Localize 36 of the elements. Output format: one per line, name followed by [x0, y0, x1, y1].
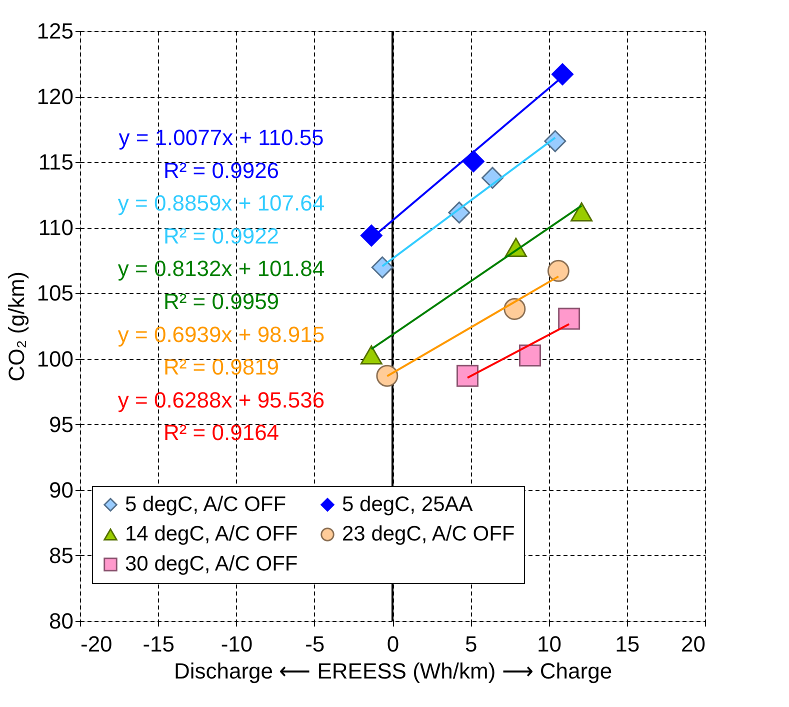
annotation: R² = 0.9926 — [163, 158, 280, 183]
x-tick-label: 10 — [537, 632, 562, 656]
y-tick-label: 80 — [49, 608, 74, 634]
annotation: y = 0.8859x + 107.64 — [118, 190, 325, 216]
x-tick-label: 0 — [386, 632, 400, 656]
x-tick-label: -20 — [80, 632, 112, 656]
annotation: R² = 0.9819 — [163, 354, 280, 380]
y-tick-label: 105 — [36, 280, 74, 306]
y-tick-label: 100 — [36, 346, 74, 372]
x-tick-label: 15 — [615, 632, 640, 656]
annotation: y = 0.6288x + 95.536 — [118, 387, 325, 412]
legend-label: 14 degC, A/C OFF — [125, 522, 298, 546]
annotation: y = 0.6939x + 98.915 — [118, 322, 325, 347]
annotation: R² = 0.9922 — [163, 223, 280, 248]
x-tick-label: 20 — [681, 632, 706, 656]
annotation: y = 0.8132x + 101.84 — [118, 256, 325, 282]
annotation: R² = 0.9164 — [163, 420, 280, 446]
x-axis-title: Discharge ⟵ EREESS (Wh/km) ⟶ Charge — [174, 658, 612, 684]
legend-label: 23 degC, A/C OFF — [342, 522, 515, 546]
y-tick-label: 110 — [38, 215, 74, 240]
legend-label: 30 degC, A/C OFF — [125, 552, 298, 576]
x-tick-label: -15 — [142, 632, 175, 656]
y-tick-label: 120 — [36, 84, 74, 110]
y-tick-label: 95 — [49, 412, 74, 437]
y-tick-label: 90 — [49, 477, 74, 502]
y-tick-label: 115 — [38, 150, 74, 175]
y-tick-label: 125 — [36, 18, 74, 44]
legend-label: 5 degC, A/C OFF — [125, 492, 286, 516]
legend-label: 5 degC, 25AA — [342, 492, 473, 516]
y-tick-label: 85 — [49, 542, 74, 568]
y-axis-title: CO₂ (g/km) — [4, 272, 29, 382]
annotation: R² = 0.9959 — [163, 289, 280, 314]
x-tick-label: -5 — [305, 632, 325, 656]
annotation: y = 1.0077x + 110.55 — [118, 125, 324, 150]
x-tick-label: -10 — [220, 632, 253, 656]
x-tick-label: 5 — [465, 632, 478, 656]
